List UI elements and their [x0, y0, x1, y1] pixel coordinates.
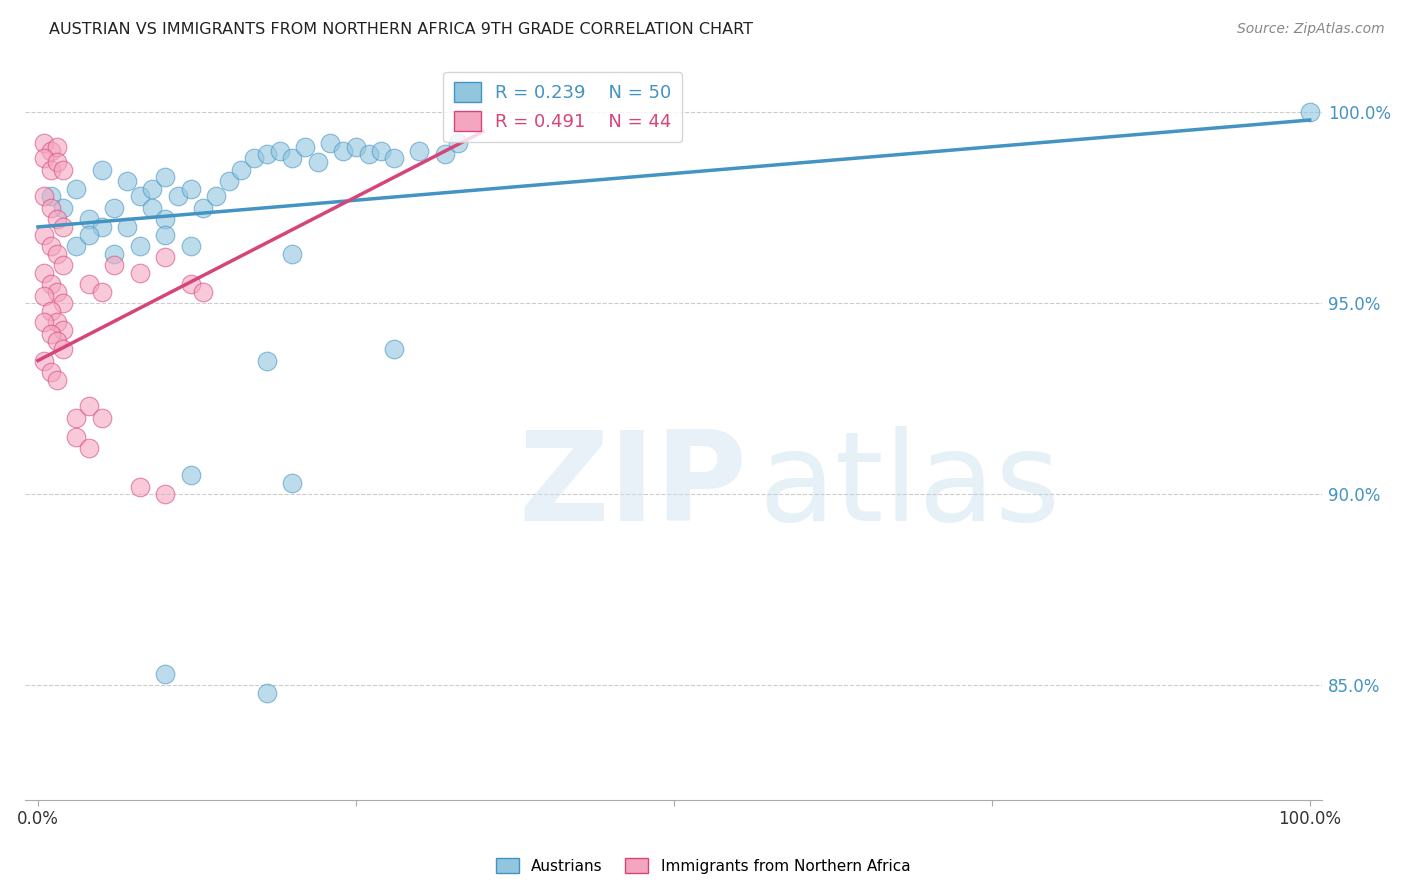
Point [52, 258, 75, 272]
Point [231, 162, 253, 177]
Point [77, 212, 100, 227]
Point [294, 140, 316, 154]
Point [77, 442, 100, 456]
Point [281, 246, 304, 260]
Point [46, 315, 69, 329]
Point [243, 151, 266, 165]
Point [180, 182, 202, 196]
Point [34, 227, 56, 242]
Point [34, 189, 56, 203]
Point [153, 170, 176, 185]
Point [115, 174, 138, 188]
Point [332, 144, 354, 158]
Point [90, 219, 112, 234]
Point [103, 201, 125, 215]
Point [281, 475, 304, 490]
Point [34, 288, 56, 302]
Point [205, 189, 228, 203]
Point [52, 342, 75, 356]
Point [46, 334, 69, 349]
Point [382, 151, 405, 165]
Point [52, 296, 75, 310]
Point [46, 246, 69, 260]
Point [256, 147, 278, 161]
Point [39, 365, 62, 379]
Point [77, 277, 100, 292]
Point [370, 144, 392, 158]
Point [141, 182, 163, 196]
Point [52, 219, 75, 234]
Point [90, 162, 112, 177]
Point [115, 219, 138, 234]
Point [128, 479, 150, 493]
Point [141, 201, 163, 215]
Point [39, 326, 62, 341]
Point [39, 239, 62, 253]
Point [65, 410, 87, 425]
Point [153, 212, 176, 227]
Point [1299, 105, 1322, 120]
Point [77, 400, 100, 414]
Text: atlas: atlas [758, 426, 1060, 548]
Legend: Austrians, Immigrants from Northern Africa: Austrians, Immigrants from Northern Afri… [489, 852, 917, 880]
Point [180, 277, 202, 292]
Point [46, 212, 69, 227]
Point [382, 342, 405, 356]
Point [153, 487, 176, 501]
Point [65, 182, 87, 196]
Point [319, 136, 342, 150]
Point [128, 189, 150, 203]
Point [65, 239, 87, 253]
Point [65, 430, 87, 444]
Point [344, 140, 367, 154]
Point [90, 410, 112, 425]
Point [46, 373, 69, 387]
Point [153, 666, 176, 681]
Point [128, 266, 150, 280]
Point [180, 468, 202, 483]
Point [357, 147, 380, 161]
Point [193, 201, 215, 215]
Point [307, 155, 329, 169]
Point [39, 304, 62, 318]
Point [34, 315, 56, 329]
Point [39, 277, 62, 292]
Text: ZIP: ZIP [519, 426, 747, 548]
Point [103, 246, 125, 260]
Point [34, 353, 56, 368]
Point [34, 151, 56, 165]
Point [153, 227, 176, 242]
Point [52, 162, 75, 177]
Point [39, 144, 62, 158]
Point [77, 227, 100, 242]
Point [52, 201, 75, 215]
Point [52, 323, 75, 337]
Point [34, 266, 56, 280]
Point [256, 353, 278, 368]
Point [103, 258, 125, 272]
Point [180, 239, 202, 253]
Point [193, 285, 215, 299]
Point [446, 136, 468, 150]
Point [256, 685, 278, 699]
Point [153, 251, 176, 265]
Point [46, 140, 69, 154]
Point [34, 136, 56, 150]
Legend: R = 0.239    N = 50, R = 0.491    N = 44: R = 0.239 N = 50, R = 0.491 N = 44 [443, 71, 682, 142]
Point [46, 285, 69, 299]
Point [281, 151, 304, 165]
Point [167, 189, 190, 203]
Point [39, 189, 62, 203]
Text: AUSTRIAN VS IMMIGRANTS FROM NORTHERN AFRICA 9TH GRADE CORRELATION CHART: AUSTRIAN VS IMMIGRANTS FROM NORTHERN AFR… [49, 22, 754, 37]
Point [39, 162, 62, 177]
Point [128, 239, 150, 253]
Point [46, 155, 69, 169]
Point [218, 174, 240, 188]
Point [408, 144, 430, 158]
Point [269, 144, 291, 158]
Point [39, 201, 62, 215]
Text: Source: ZipAtlas.com: Source: ZipAtlas.com [1237, 22, 1385, 37]
Point [90, 285, 112, 299]
Point [433, 147, 456, 161]
